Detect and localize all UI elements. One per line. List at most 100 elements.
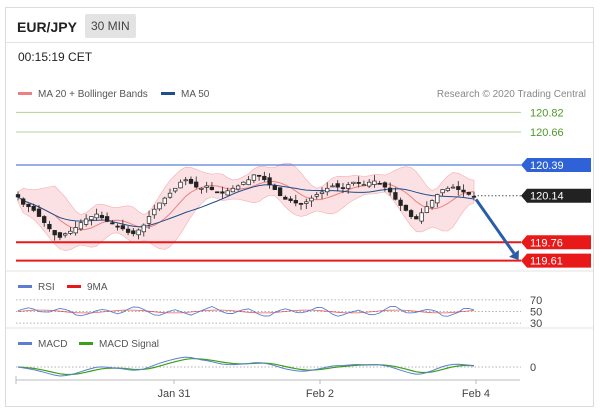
level-label: 120.82	[530, 107, 564, 119]
candle-body	[471, 195, 477, 198]
candle-body	[319, 191, 325, 194]
legend-swatch-macd	[18, 342, 32, 345]
candle-body	[178, 181, 183, 189]
candle-body	[283, 196, 288, 200]
level-lines: 120.82 120.66 120.39 120.14 119.76 119.61	[16, 107, 591, 268]
x-tick-label: Feb 4	[462, 388, 490, 400]
candle-body	[89, 216, 94, 221]
candle-body	[414, 216, 419, 220]
rsi-level-label: 30	[530, 318, 542, 330]
bollinger-band	[17, 162, 475, 251]
candle-body	[99, 215, 105, 219]
x-tick-label: Feb 2	[306, 388, 334, 400]
candle-body	[120, 225, 125, 230]
resistance-tag	[521, 158, 591, 173]
rsi-level-label: 50	[530, 307, 542, 319]
candle-body	[235, 185, 241, 190]
candle-body	[136, 229, 141, 236]
x-tick-label: Jan 31	[157, 388, 190, 400]
candle-body	[26, 203, 31, 208]
candle-body	[215, 191, 220, 194]
credit-text: Research © 2020 Trading Central	[437, 89, 586, 100]
candle-body	[157, 202, 162, 210]
candle-body	[199, 187, 204, 190]
legend-label-rsi: RSI	[38, 282, 55, 293]
candle-body	[424, 206, 429, 213]
legend-swatch-ma50	[161, 92, 175, 95]
candle-body	[256, 174, 262, 177]
candle-body	[209, 186, 215, 190]
candle-body	[356, 182, 361, 184]
candle-body	[57, 232, 63, 238]
candle-body	[125, 228, 131, 233]
macd-zero-label: 0	[530, 362, 536, 374]
rsi-level-label: 70	[530, 295, 542, 307]
candle-body	[382, 182, 388, 188]
macd-line	[17, 356, 475, 377]
candle-body	[372, 180, 377, 185]
level-label: 120.66	[530, 127, 564, 139]
legend-swatch-macd-signal	[79, 342, 93, 345]
resistance-label: 120.39	[530, 160, 564, 172]
support-label: 119.76	[530, 237, 563, 249]
candle-body	[63, 233, 68, 236]
support-label: 119.61	[530, 256, 563, 268]
candle-body	[325, 187, 330, 193]
candle-body	[173, 187, 178, 192]
candle-body	[188, 178, 194, 184]
candle-body	[277, 187, 283, 197]
candle-body	[272, 185, 277, 190]
candle-body	[367, 181, 372, 187]
candle-body	[466, 192, 471, 195]
legend-label-macd-signal: MACD Signal	[99, 339, 159, 350]
candle-body	[429, 200, 435, 208]
candle-body	[73, 227, 78, 234]
forecast-arrowhead	[509, 249, 519, 260]
timeframe-button[interactable]: 30 MIN	[85, 14, 136, 38]
candle-body	[167, 192, 173, 198]
candle-body	[194, 181, 199, 188]
symbol-label: EUR/JPY	[17, 19, 77, 35]
candle-body	[94, 213, 99, 219]
legend-label-9ma: 9MA	[87, 282, 108, 293]
candle-body	[393, 192, 398, 200]
legend-swatch-rsi	[18, 285, 32, 288]
candle-body	[47, 223, 52, 230]
legend-label-macd: MACD	[38, 339, 67, 350]
ma50-line	[17, 184, 475, 228]
candle-body	[335, 183, 340, 188]
chart-header: EUR/JPY 30 MIN	[6, 8, 593, 43]
candle-body	[204, 185, 209, 188]
support-tag	[521, 253, 591, 268]
current-price-tag	[521, 188, 591, 203]
candle-body	[162, 197, 167, 205]
timestamp: 00:15:19 CET	[18, 50, 93, 64]
ma20-line	[17, 180, 475, 231]
candle-body	[31, 205, 36, 211]
candle-body	[435, 194, 440, 204]
candle-body	[21, 198, 26, 205]
candle-body	[309, 197, 314, 202]
candle-body	[304, 201, 309, 204]
candle-body	[387, 187, 393, 193]
candle-body	[351, 181, 356, 184]
candle-body	[262, 175, 267, 181]
candle-body	[15, 194, 21, 198]
candle-body	[445, 187, 450, 191]
candle-body	[183, 179, 188, 182]
candle-body	[52, 230, 57, 236]
candle-body	[293, 200, 298, 204]
candle-body	[377, 182, 382, 185]
candle-body	[251, 174, 257, 181]
candle-body	[346, 184, 351, 189]
candlestick-series	[15, 171, 477, 241]
candle-body	[419, 212, 424, 222]
candle-body	[110, 222, 115, 225]
candle-body	[340, 187, 346, 189]
candle-body	[42, 216, 47, 223]
candle-body	[440, 189, 445, 194]
candle-body	[456, 186, 461, 190]
candle-body	[152, 208, 157, 216]
